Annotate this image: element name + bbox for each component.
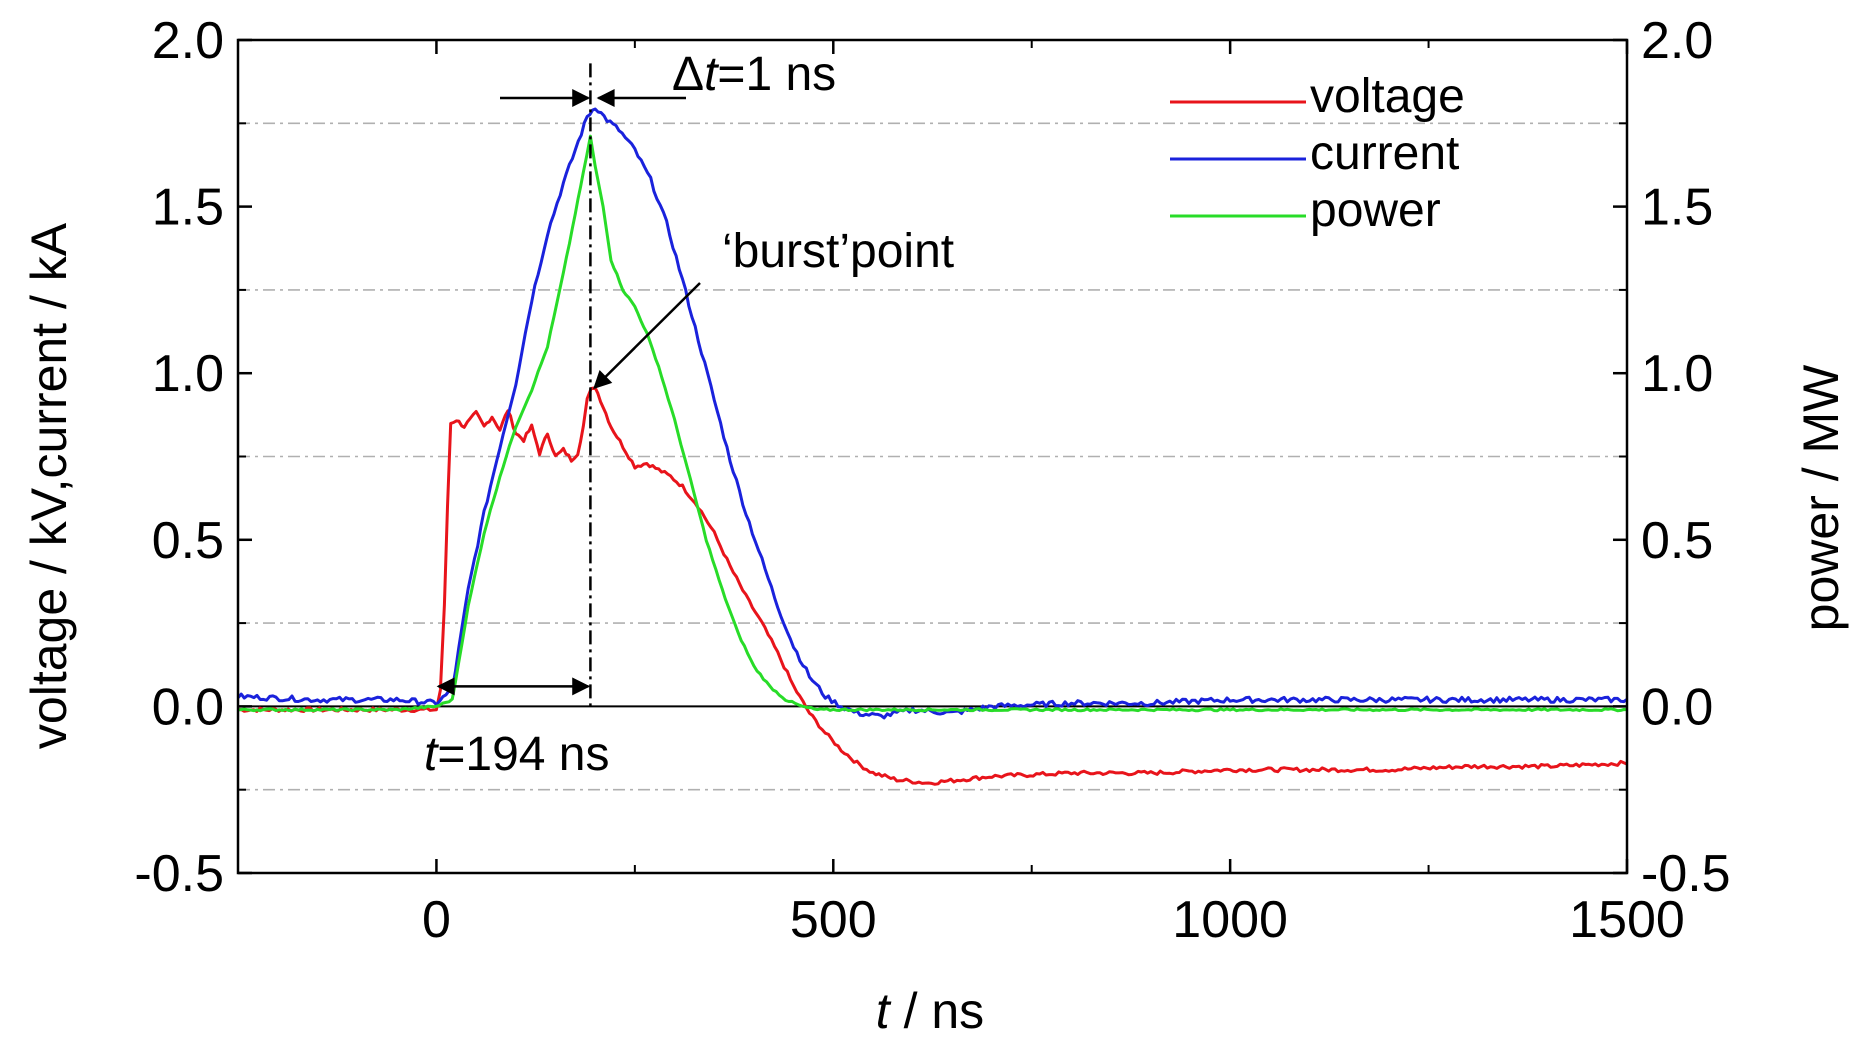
delta-t-italic: t: [704, 48, 719, 101]
y-tick-label-right: 1.5: [1641, 179, 1713, 237]
y-axis-label-left: voltage / kV,current / kA: [21, 222, 77, 749]
x-axis-label: t / ns: [876, 983, 984, 1039]
delta-t-value: =1 ns: [717, 48, 836, 101]
y-tick-label-right: 0.0: [1641, 678, 1713, 736]
grid-lines: [238, 122, 1627, 791]
y-tick-label-right: 0.5: [1641, 512, 1713, 570]
t194-value: =194 ns: [437, 728, 609, 781]
y-tick-label-left: 2.0: [152, 12, 224, 70]
legend-label-current: current: [1310, 127, 1459, 180]
t194-italic: t: [424, 728, 439, 781]
y-tick-label-right: 1.0: [1641, 345, 1713, 403]
y-tick-label-left: 1.0: [152, 345, 224, 403]
y-tick-label-left: -0.5: [134, 845, 224, 903]
x-tick-label: 1000: [1172, 891, 1288, 949]
t194-annotation: t=194 ns: [424, 728, 610, 781]
axis-ticks: [238, 38, 1629, 875]
y-axis-label-right: power / MW: [1793, 364, 1849, 632]
x-axis-label-italic: t: [876, 983, 892, 1039]
x-tick-label: 500: [790, 891, 877, 949]
y-tick-label-left: 0.0: [152, 678, 224, 736]
y-tick-label-left: 1.5: [152, 179, 224, 237]
series-lines: [236, 107, 1628, 786]
y-tick-label-right: -0.5: [1641, 845, 1731, 903]
burst-point-arrow: [593, 282, 701, 390]
x-tick-label: 1500: [1569, 891, 1685, 949]
x-tick-label: 0: [422, 891, 451, 949]
y-tick-label-right: 2.0: [1641, 12, 1713, 70]
series-line-voltage: [237, 386, 1628, 786]
legend-label-voltage: voltage: [1310, 70, 1465, 123]
annotation-markers: [436, 63, 701, 707]
y-tick-label-left: 0.5: [152, 512, 224, 570]
legend-label-power: power: [1310, 184, 1441, 237]
delta-symbol: Δ: [672, 48, 704, 101]
tick-labels: 0 500 1000 1500-0.50.00.51.01.52.0-0.50.00.…: [134, 12, 1730, 949]
burst-point-annotation: ‘burst’point: [722, 225, 954, 278]
series-line-power: [237, 134, 1628, 713]
delta-t-annotation: Δt=1 ns: [672, 48, 836, 101]
x-axis-label-rest: / ns: [890, 983, 984, 1039]
